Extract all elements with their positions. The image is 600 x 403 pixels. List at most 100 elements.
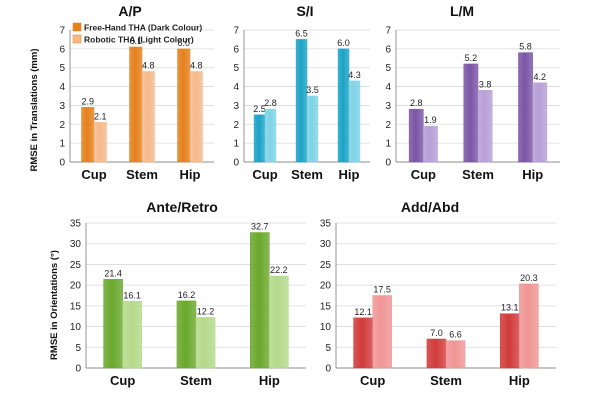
data-label: 2.8 (410, 98, 423, 108)
category-label-hip: Hip (180, 167, 201, 182)
data-label: 3.8 (479, 79, 492, 89)
legend-swatch (72, 34, 82, 44)
category-label-hip: Hip (259, 373, 280, 388)
data-label: 1.9 (424, 115, 437, 125)
category-label-cup: Cup (252, 167, 277, 182)
chart-panel-si: S/I 0 1 2 3 4 5 6 7 2.52.8 Cup 6.5 3.5 Stem 6.0 4.3 Hip (233, 3, 370, 182)
data-label: 21.4 (104, 268, 122, 278)
data-label: 16.1 (123, 290, 141, 300)
bar-add-abd-hip-robotic (519, 283, 539, 369)
chart-title-a-p: A/P (118, 3, 141, 19)
y-tick-label: 30 (320, 239, 332, 250)
chart-panel-add-abd: Add/Abd 0 5 10 15 20 25 30 35 12.1 17.5 Cup 7.0 6.6 St… (320, 199, 556, 388)
bar-ante-retro-cup-robotic (122, 301, 142, 369)
y-tick-label: 25 (320, 260, 332, 271)
chart-title-l-m: L/M (450, 3, 474, 19)
y-tick-label: 2 (385, 120, 391, 131)
bar-ante-retro-hip-free-hand (250, 232, 270, 369)
bar-a-p-stem-free-hand (129, 46, 143, 163)
y-tick-label: 0 (325, 364, 331, 375)
y-axis-label-orientations: RMSE in Orientations (°) (49, 250, 60, 360)
y-tick-label: 2 (59, 120, 65, 131)
y-tick-label: 7 (385, 26, 391, 37)
bar-l-m-stem-free-hand (463, 63, 479, 163)
data-label: 2.1 (94, 111, 107, 121)
y-tick-label: 5 (325, 343, 331, 354)
bar-ante-retro-hip-robotic (269, 275, 289, 369)
bar-l-m-stem-robotic (477, 90, 493, 163)
y-tick-label: 0 (385, 158, 391, 169)
data-label: 7.0 (430, 328, 443, 338)
chart-title-add-abd: Add/Abd (401, 199, 459, 215)
data-label: 2.5 (253, 104, 266, 114)
y-tick-label: 35 (70, 219, 82, 230)
data-label: 5.2 (465, 53, 478, 63)
data-label: 6.0 (178, 38, 191, 48)
bar-s-i-cup-free-hand (253, 114, 266, 163)
bar-s-i-stem-robotic (306, 95, 319, 163)
data-label: 4.3 (348, 70, 361, 80)
chart-title-s-i: S/I (296, 3, 313, 19)
data-label: 2.8 (264, 98, 277, 108)
y-tick-label: 20 (320, 281, 332, 292)
bar-a-p-hip-robotic (189, 71, 203, 163)
bar-ante-retro-stem-robotic (195, 317, 216, 369)
y-tick-label: 1 (233, 139, 239, 150)
y-tick-label: 3 (233, 101, 239, 112)
bar-a-p-cup-free-hand (81, 107, 95, 163)
y-tick-label: 3 (385, 101, 391, 112)
chart-panel-ap: A/P 0 1 2 3 4 5 6 7 2.9 2.1 Cup 6.1 4.8 Stem 6.0 4.8 Hip F… (59, 3, 214, 182)
y-tick-label: 4 (233, 82, 239, 93)
category-label-stem: Stem (180, 373, 212, 388)
y-tick-label: 3 (59, 101, 65, 112)
legend-entry-robotic: Robotic THA (Light Colour) (84, 35, 194, 45)
y-tick-label: 10 (320, 322, 332, 333)
data-label: 12.2 (197, 306, 215, 316)
bar-add-abd-stem-robotic (445, 340, 466, 369)
data-label: 6.0 (337, 38, 350, 48)
category-label-cup: Cup (110, 373, 135, 388)
bar-a-p-stem-robotic (141, 71, 155, 163)
bar-ante-retro-cup-free-hand (103, 279, 123, 369)
y-tick-label: 5 (59, 63, 65, 74)
y-tick-label: 7 (233, 26, 239, 37)
data-label: 20.3 (520, 273, 538, 283)
bar-l-m-hip-free-hand (518, 52, 533, 163)
y-tick-label: 2 (233, 120, 239, 131)
y-tick-label: 25 (70, 260, 82, 271)
y-tick-label: 15 (320, 301, 332, 312)
data-label: 6.1 (130, 36, 143, 46)
data-label: 4.2 (534, 72, 547, 82)
y-tick-label: 15 (70, 301, 82, 312)
bar-add-abd-cup-robotic (372, 295, 392, 369)
category-label-cup: Cup (360, 373, 385, 388)
data-label: 12.1 (354, 307, 372, 317)
y-tick-label: 1 (385, 139, 391, 150)
data-label: 6.5 (295, 28, 308, 38)
data-label: 5.8 (519, 42, 532, 52)
bar-s-i-stem-free-hand (295, 39, 308, 163)
y-tick-label: 5 (75, 343, 81, 354)
y-tick-label: 6 (59, 44, 65, 55)
y-tick-label: 0 (59, 158, 65, 169)
data-label: 4.8 (190, 60, 203, 70)
category-label-cup: Cup (411, 167, 436, 182)
data-label: 32.7 (251, 222, 269, 232)
chart-panel-lm: L/M 0 1 2 3 4 5 6 7 2.81.9 Cup 5.2 3.8 Stem 5.8 4.2 Hip (385, 3, 560, 182)
y-tick-label: 5 (233, 63, 239, 74)
data-label: 6.6 (449, 330, 462, 340)
category-label-stem: Stem (430, 373, 462, 388)
y-tick-label: 4 (59, 82, 65, 93)
y-tick-label: 0 (233, 158, 239, 169)
category-label-stem: Stem (126, 167, 158, 182)
bar-add-abd-hip-free-hand (500, 313, 520, 369)
chart-title-ante-retro: Ante/Retro (146, 199, 218, 215)
data-label: 16.2 (178, 290, 196, 300)
y-tick-label: 10 (70, 322, 82, 333)
bar-a-p-hip-free-hand (177, 48, 191, 163)
category-label-hip: Hip (339, 167, 360, 182)
bar-add-abd-stem-free-hand (426, 338, 447, 369)
y-tick-label: 35 (320, 219, 332, 230)
legend-swatch (72, 22, 82, 32)
